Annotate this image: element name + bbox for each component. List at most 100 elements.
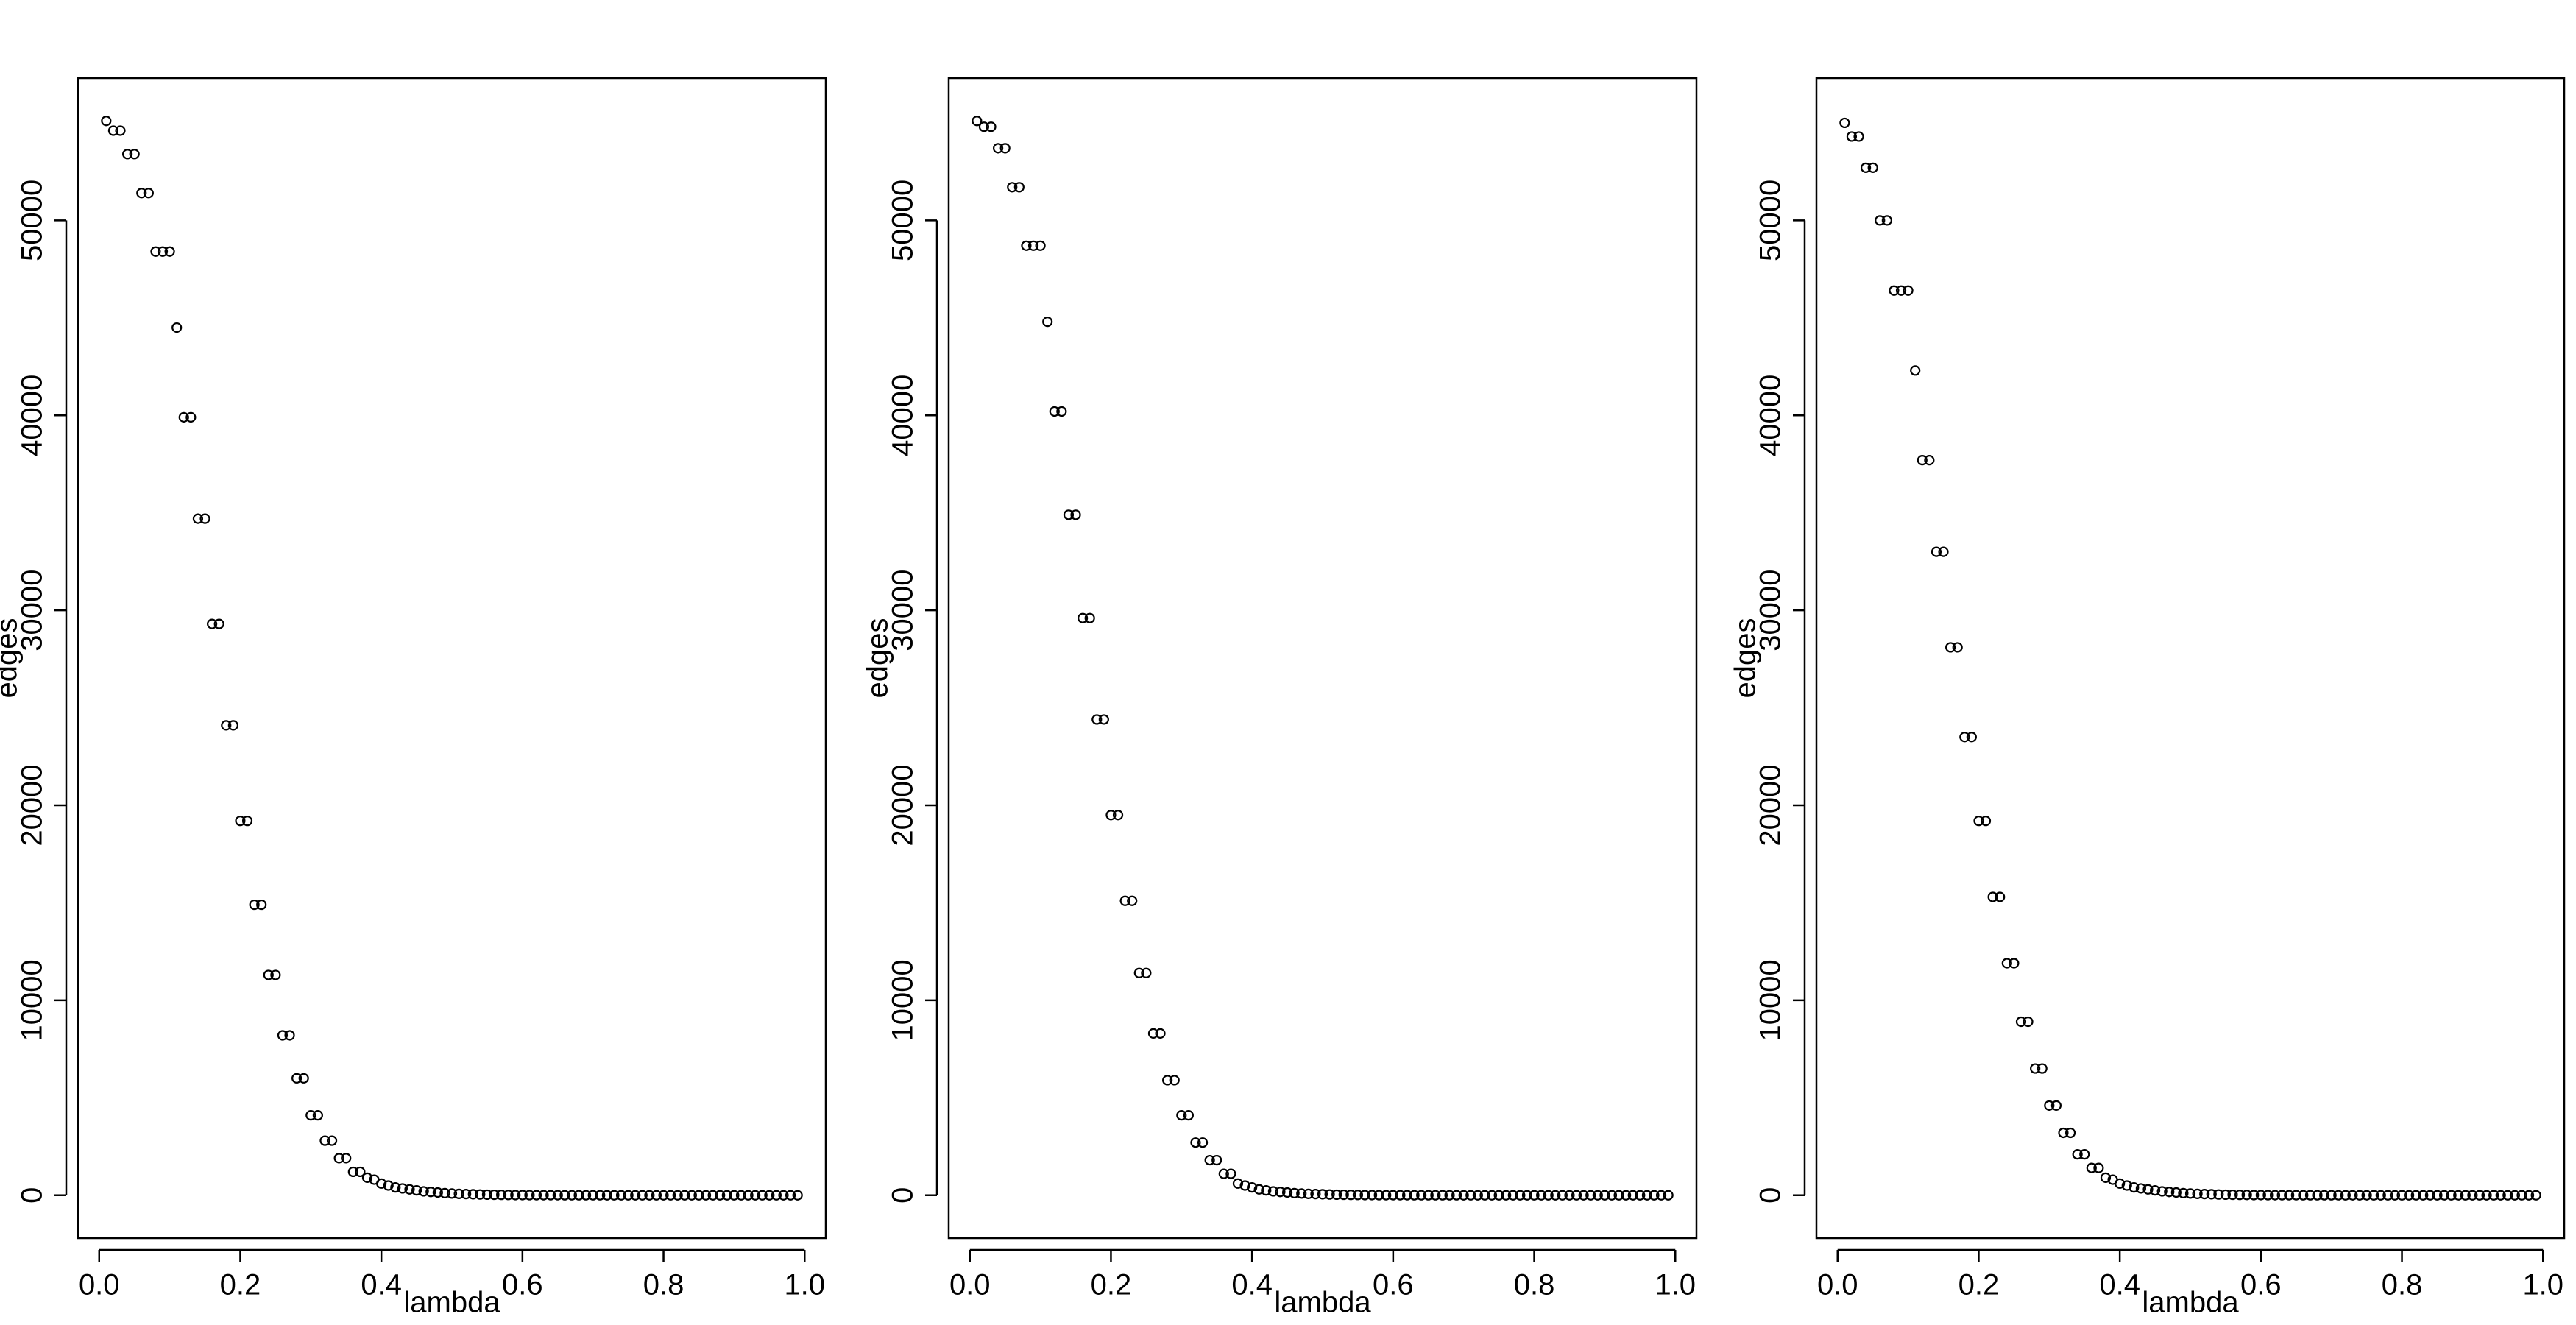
point [992, 143, 1004, 154]
point [1839, 117, 1850, 129]
point [665, 1190, 676, 1201]
point [1479, 1190, 1490, 1201]
point [107, 125, 119, 136]
point [347, 1166, 358, 1178]
point [2509, 1190, 2521, 1201]
point [1281, 1187, 1293, 1198]
point [1973, 816, 1984, 827]
point [2213, 1189, 2224, 1200]
x-tick-label: 0.4 [2099, 1269, 2140, 1301]
point [972, 116, 983, 127]
point [623, 1190, 634, 1201]
point [1063, 509, 1075, 520]
point [475, 1189, 486, 1200]
point [312, 1110, 323, 1121]
point [1458, 1190, 1469, 1201]
point [1119, 895, 1130, 906]
point [2361, 1190, 2372, 1201]
point [2164, 1187, 2175, 1198]
point [192, 513, 204, 524]
point [1585, 1190, 1596, 1201]
point [2135, 1183, 2147, 1194]
y-tick-label: 50000 [887, 180, 919, 261]
point [2023, 1016, 2034, 1028]
point [2206, 1189, 2217, 1200]
point [1924, 455, 1935, 466]
point [432, 1187, 443, 1198]
point [1232, 1178, 1244, 1189]
point [1176, 1110, 1187, 1121]
y-tick-label: 50000 [16, 180, 49, 261]
point [2354, 1190, 2366, 1201]
point [115, 125, 126, 136]
point [2382, 1190, 2393, 1201]
point [587, 1190, 598, 1201]
y-tick-label: 0 [16, 1187, 49, 1204]
x-tick-label: 0.4 [1231, 1269, 1273, 1301]
point [326, 1135, 338, 1146]
x-tick-label: 1.0 [2522, 1269, 2563, 1301]
y-tick-label: 30000 [887, 569, 919, 651]
point [2404, 1190, 2415, 1201]
point [743, 1190, 754, 1201]
point [2312, 1190, 2323, 1201]
point [609, 1190, 620, 1201]
point [121, 149, 133, 160]
x-axis-label: lambda [1274, 1287, 1371, 1319]
point [2072, 1149, 2083, 1160]
x-tick-label: 0.8 [2382, 1269, 2423, 1301]
point [1529, 1190, 1540, 1201]
point [778, 1190, 789, 1201]
x-tick-label: 0.2 [220, 1269, 261, 1301]
point [1381, 1190, 1392, 1201]
point [361, 1172, 373, 1183]
point [651, 1190, 662, 1201]
point [1105, 810, 1117, 821]
point [2015, 1016, 2027, 1028]
point [524, 1190, 535, 1201]
point [1078, 612, 1089, 623]
point [1557, 1190, 1568, 1201]
point [2255, 1190, 2266, 1201]
point [481, 1189, 493, 1201]
x-tick-label: 0.8 [643, 1269, 684, 1301]
point [1917, 455, 1928, 466]
point [1141, 967, 1152, 978]
point [559, 1190, 570, 1201]
point [1310, 1189, 1321, 1200]
point [1592, 1190, 1603, 1201]
x-tick-label: 0.6 [2240, 1269, 2282, 1301]
point [2424, 1190, 2435, 1201]
y-tick-label: 40000 [1755, 375, 1787, 456]
point [1056, 406, 1067, 417]
point [771, 1190, 782, 1201]
point [1042, 316, 1053, 328]
point [510, 1190, 521, 1201]
x-tick-label: 0.8 [1514, 1269, 1555, 1301]
point [2170, 1187, 2182, 1198]
point [1599, 1190, 1610, 1201]
point [1211, 1154, 1222, 1166]
y-axis-label: edges [862, 618, 894, 699]
point [2290, 1190, 2301, 1201]
point [1853, 131, 1864, 142]
point [2178, 1187, 2189, 1198]
y-tick-label: 20000 [887, 764, 919, 846]
point [601, 1190, 612, 1201]
point [2030, 1063, 2041, 1074]
point [517, 1190, 528, 1201]
point [1324, 1189, 1335, 1200]
point [2184, 1188, 2196, 1199]
point [503, 1190, 514, 1201]
y-tick-label: 20000 [1755, 764, 1787, 846]
point [157, 246, 169, 257]
point [1641, 1190, 1653, 1201]
point [1366, 1190, 1378, 1201]
point [2121, 1180, 2132, 1191]
point [1190, 1137, 1201, 1148]
point [2129, 1182, 2140, 1193]
point [693, 1190, 704, 1201]
point [2304, 1190, 2316, 1201]
point [1910, 365, 1921, 376]
x-tick-label: 0.4 [361, 1269, 402, 1301]
